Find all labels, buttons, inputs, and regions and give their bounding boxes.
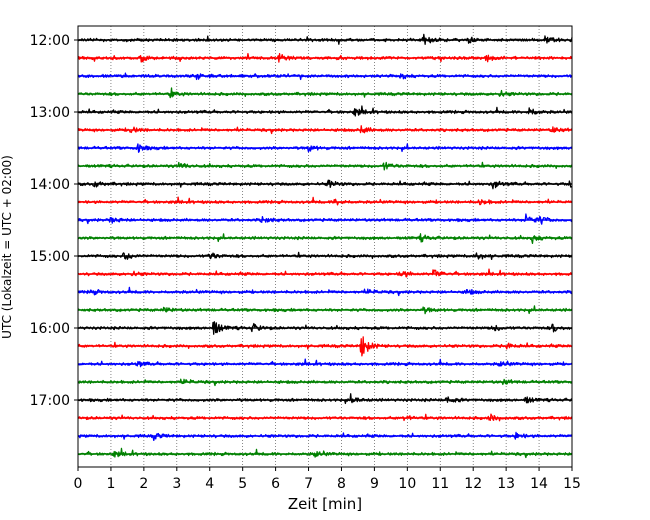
y-tick-label: 13:00 (30, 105, 70, 121)
trace-row (77, 268, 573, 278)
x-tick-label: 10 (398, 476, 416, 492)
trace-row (77, 105, 573, 117)
x-tick-label: 14 (530, 476, 548, 492)
x-axis-ticks: 0 1 2 3 4 5 6 7 8 9 10 11 12 13 14 15 (74, 467, 581, 492)
plot-frame (77, 25, 573, 468)
y-tick-label: 17:00 (30, 393, 70, 409)
x-tick-label: 13 (497, 476, 515, 492)
x-tick-label: 2 (139, 476, 148, 492)
x-tick-label: 4 (205, 476, 214, 492)
trace-row (77, 431, 573, 442)
x-tick-label: 12 (464, 476, 482, 492)
trace-row (77, 393, 573, 405)
x-tick-label: 6 (271, 476, 280, 492)
trace-row (77, 213, 573, 225)
y-axis-ticks: 12:00 13:00 14:00 15:00 16:00 17:00 (30, 33, 78, 409)
x-tick-label: 5 (238, 476, 247, 492)
y-tick-label: 15:00 (30, 249, 70, 265)
trace-row (77, 196, 573, 206)
x-tick-label: 9 (370, 476, 379, 492)
y-tick-label: 14:00 (30, 177, 70, 193)
x-tick-label: 11 (431, 476, 449, 492)
trace-row (77, 358, 573, 368)
y-tick-label: 12:00 (30, 33, 70, 49)
trace-row (77, 447, 573, 459)
seismogram-traces (77, 33, 573, 459)
trace-row (77, 87, 573, 99)
x-tick-label: 7 (304, 476, 313, 492)
x-tick-label: 3 (172, 476, 181, 492)
x-tick-label: 15 (563, 476, 581, 492)
x-tick-label: 0 (74, 476, 83, 492)
x-tick-label: 8 (337, 476, 346, 492)
x-tick-label: 1 (106, 476, 115, 492)
y-tick-label: 16:00 (30, 321, 70, 337)
y-axis-label: UTC (Lokalzeit = UTC + 02:00) (0, 155, 14, 339)
x-axis-label: Zeit [min] (288, 495, 362, 513)
